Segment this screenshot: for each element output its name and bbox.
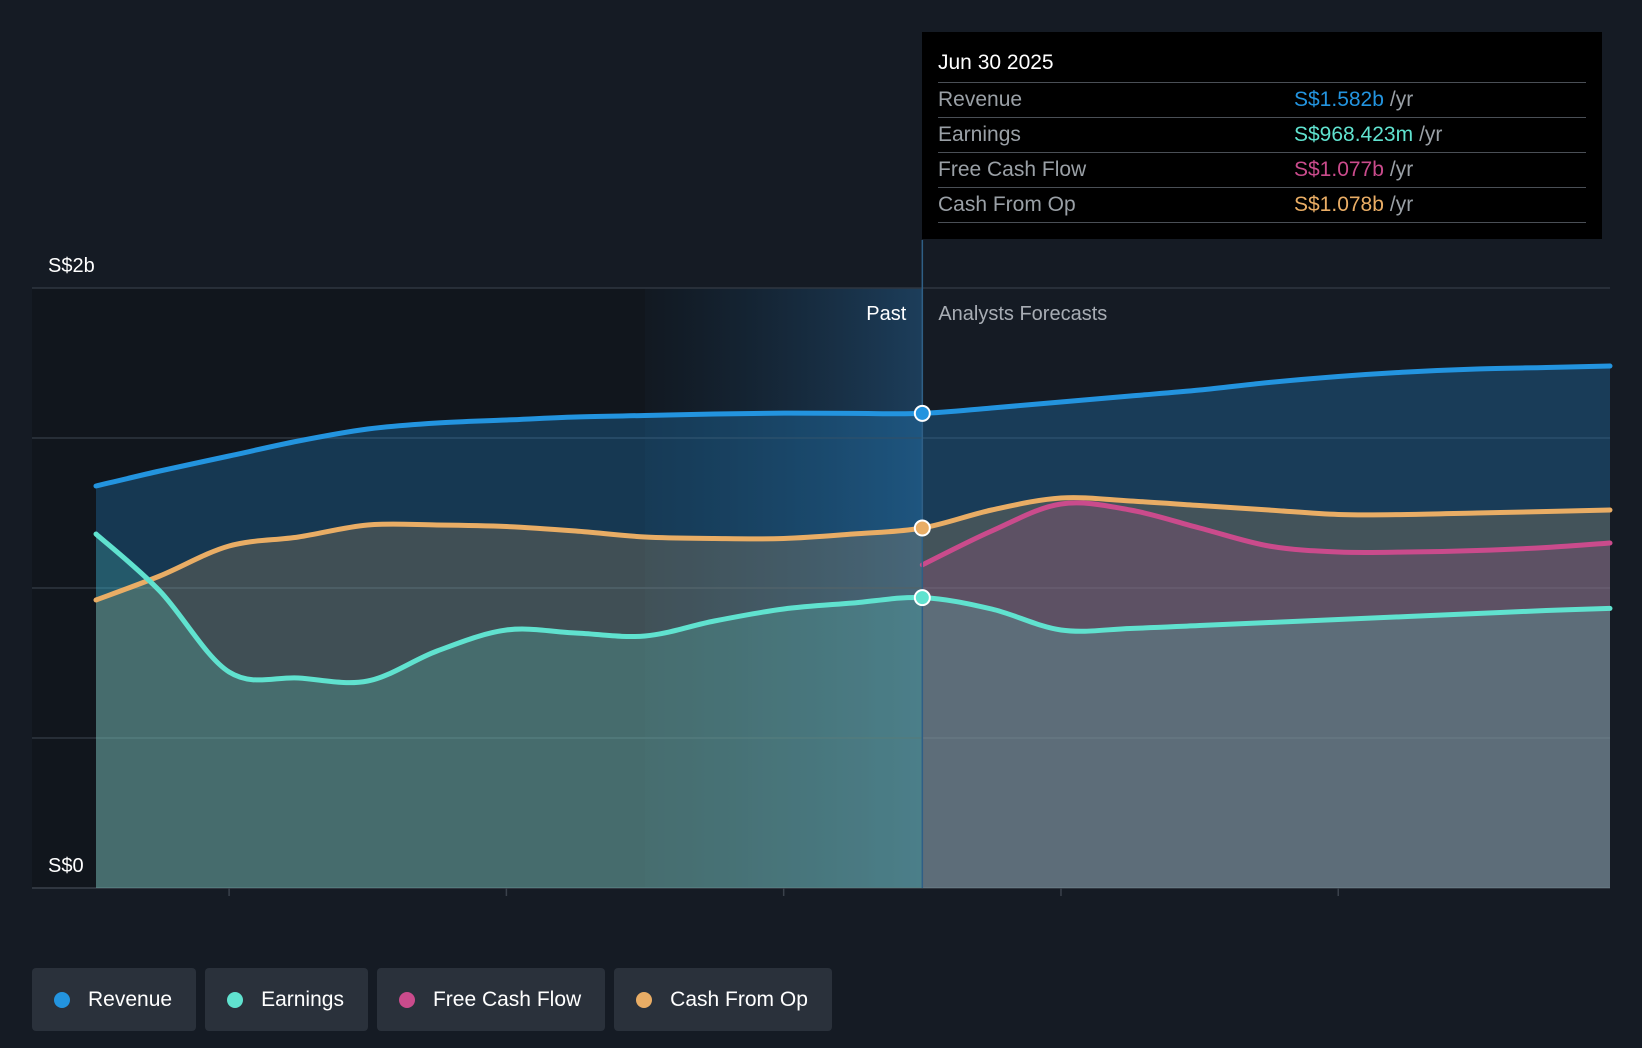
analysts-forecasts-label: Analysts Forecasts: [938, 303, 1107, 325]
gridlines: [32, 287, 1610, 889]
marker-cash-from-op: [913, 519, 931, 537]
y-tick-label: S$2b: [48, 255, 95, 277]
line-free-cash-flow: [919, 500, 1613, 568]
area-revenue: [96, 366, 1610, 888]
tooltip-row-cash-from-op: Cash From Op S$1.078b /yr: [938, 188, 1586, 223]
tooltip-unit: /yr: [1389, 193, 1414, 216]
legend-item-earnings[interactable]: Earnings: [205, 968, 368, 1031]
past-label: Past: [866, 303, 906, 325]
tooltip-row-earnings: Earnings S$968.423m /yr: [938, 118, 1586, 153]
marker-earnings: [913, 589, 931, 607]
line-earnings: [93, 531, 1613, 686]
legend: Revenue Earnings Free Cash Flow Cash Fro…: [32, 968, 832, 1031]
legend-dot-icon: [227, 991, 244, 1008]
legend-item-revenue[interactable]: Revenue: [32, 968, 197, 1031]
area-cash-from-op: [96, 497, 1610, 888]
tooltip-value: S$1.077b: [1294, 158, 1384, 181]
tooltip-value: S$968.423m: [1294, 123, 1414, 146]
marker-revenue: [913, 404, 931, 422]
legend-dot-icon: [398, 991, 415, 1008]
legend-label: Earnings: [261, 987, 344, 1011]
tooltip-label: Cash From Op: [938, 193, 1076, 216]
legend-dot-icon: [54, 991, 70, 1008]
legend-item-free-cash-flow[interactable]: Free Cash Flow: [376, 968, 606, 1031]
legend-item-cash-from-op[interactable]: Cash From Op: [614, 968, 832, 1031]
legend-dot-icon: [636, 991, 653, 1008]
legend-label: Cash From Op: [670, 987, 808, 1011]
tooltip-label: Free Cash Flow: [938, 158, 1087, 181]
x-axis-labels: 20232024202520262027: [228, 888, 1340, 896]
tooltip-label: Revenue: [938, 88, 1023, 111]
tooltip-row-free-cash-flow: Free Cash Flow S$1.077b /yr: [938, 153, 1586, 188]
line-cash-from-op: [93, 495, 1613, 603]
series-areas: [96, 366, 1610, 888]
y-tick-label: S$0: [48, 855, 84, 877]
tooltip-row-revenue: Revenue S$1.582b /yr: [938, 83, 1586, 118]
tooltip-unit: /yr: [1389, 88, 1414, 111]
current-value-markers: [913, 404, 931, 607]
area-free-cash-flow: [922, 502, 1610, 888]
area-earnings: [96, 534, 1610, 888]
legend-label: Revenue: [88, 987, 173, 1011]
tooltip-unit: /yr: [1419, 123, 1443, 146]
y-axis-labels: S$2b S$0: [48, 255, 95, 877]
tooltip-date: Jun 30 2025: [938, 46, 1586, 83]
tooltip: Jun 30 2025 Revenue S$1.582b /yr Earning…: [922, 32, 1602, 239]
line-revenue: [93, 363, 1613, 489]
tooltip-value: S$1.078b: [1294, 193, 1384, 216]
chart: S$2b S$0 20232024202520262027 Past Analys…: [32, 240, 1613, 896]
tooltip-unit: /yr: [1389, 158, 1414, 181]
series-lines: [93, 363, 1613, 686]
legend-label: Free Cash Flow: [432, 987, 582, 1011]
tooltip-label: Earnings: [938, 123, 1021, 146]
tooltip-value: S$1.582b: [1294, 88, 1384, 111]
